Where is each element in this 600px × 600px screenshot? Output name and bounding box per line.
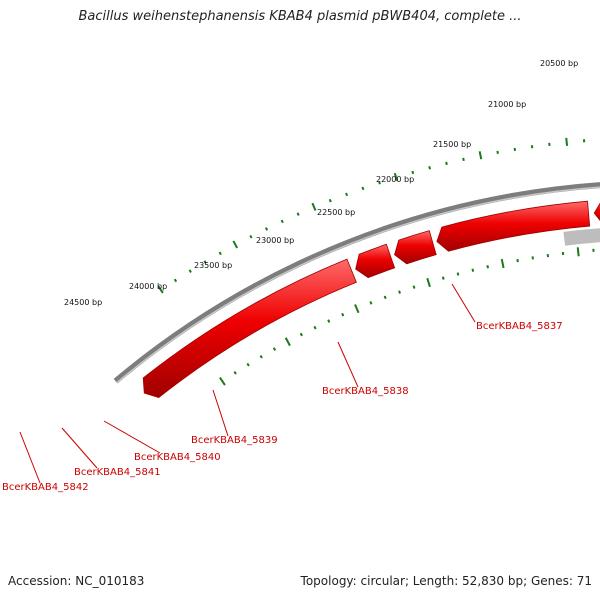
inner-minor-tick bbox=[456, 272, 460, 276]
minor-tick bbox=[462, 157, 465, 162]
tick-label: 23000 bp bbox=[256, 236, 294, 245]
gene-arrow-BcerKBAB4_5838[interactable] bbox=[593, 198, 600, 225]
major-tick bbox=[311, 202, 317, 211]
gene-arrow-BcerKBAB4_5839[interactable] bbox=[436, 200, 591, 252]
inner-minor-tick bbox=[486, 265, 490, 269]
inner-major-tick bbox=[576, 247, 580, 257]
tick-label: 21500 bp bbox=[433, 140, 471, 149]
tick-label: 24000 bp bbox=[129, 282, 167, 291]
major-tick bbox=[232, 240, 239, 249]
gene-label[interactable]: BcerKBAB4_5840 bbox=[134, 452, 221, 463]
map-title: Bacillus weihenstephanensis KBAB4 plasmi… bbox=[78, 9, 522, 24]
gene-arrow-BcerKBAB4_5840[interactable] bbox=[394, 230, 437, 265]
inner-minor-tick bbox=[246, 362, 250, 367]
gene-leader-line bbox=[19, 431, 41, 484]
inner-major-tick bbox=[500, 258, 505, 269]
track-light-band bbox=[563, 228, 600, 246]
gene-leader-line bbox=[103, 420, 161, 454]
gene-labels: BcerKBAB4_5837 BcerKBAB4_5838 BcerKBAB4_58… bbox=[2, 283, 563, 493]
inner-major-tick bbox=[426, 277, 431, 288]
tick-label: 21000 bp bbox=[488, 100, 526, 109]
gene-label[interactable]: BcerKBAB4_5841 bbox=[74, 467, 161, 478]
tick-label: 22500 bp bbox=[317, 208, 355, 217]
inner-minor-tick bbox=[341, 312, 345, 317]
summary-text: Topology: circular; Length: 52,830 bp; G… bbox=[300, 574, 592, 588]
inner-minor-tick bbox=[272, 347, 277, 351]
minor-tick bbox=[203, 260, 207, 264]
tick-label: 22000 bp bbox=[376, 175, 414, 184]
minor-tick bbox=[361, 186, 365, 191]
minor-tick bbox=[496, 150, 499, 155]
gene-arrow-BcerKBAB4_5842[interactable] bbox=[142, 258, 357, 399]
gene-leader-line bbox=[451, 283, 476, 323]
minor-tick bbox=[296, 212, 300, 216]
inner-tick-ring bbox=[219, 247, 595, 386]
inner-minor-tick bbox=[383, 295, 387, 300]
inner-minor-tick bbox=[299, 332, 303, 337]
gene-label[interactable]: BcerKBAB4_5839 bbox=[191, 435, 278, 446]
secondary-tracks bbox=[563, 228, 600, 246]
gene-label[interactable]: BcerKBAB4_5837 bbox=[476, 321, 563, 332]
inner-minor-tick bbox=[259, 354, 263, 359]
inner-minor-tick bbox=[516, 258, 519, 263]
gene-label[interactable]: BcerKBAB4_5838 bbox=[322, 386, 409, 397]
minor-tick bbox=[218, 251, 222, 256]
minor-tick bbox=[345, 192, 349, 197]
major-tick bbox=[393, 172, 399, 182]
minor-tick bbox=[428, 166, 431, 170]
minor-tick bbox=[280, 219, 284, 224]
minor-tick bbox=[264, 227, 269, 231]
inner-major-tick bbox=[284, 337, 291, 347]
inner-minor-tick bbox=[313, 325, 317, 330]
minor-tick bbox=[173, 278, 178, 283]
gene-leader-line bbox=[337, 341, 359, 388]
inner-minor-tick bbox=[398, 290, 402, 294]
gene-arrows bbox=[142, 198, 600, 399]
backbone-highlight bbox=[116, 186, 600, 384]
inner-minor-tick bbox=[233, 371, 237, 375]
gene-label[interactable]: BcerKBAB4_5842 bbox=[2, 482, 89, 493]
inner-major-tick bbox=[219, 376, 226, 386]
gene-arrow-BcerKBAB4_5841[interactable] bbox=[355, 243, 396, 279]
major-tick bbox=[478, 151, 483, 160]
tick-label: 20500 bp bbox=[540, 59, 578, 68]
inner-minor-tick bbox=[369, 301, 373, 305]
gene-leader-line bbox=[212, 389, 229, 437]
accession-text: Accession: NC_010183 bbox=[8, 574, 145, 588]
minor-tick bbox=[445, 161, 448, 166]
minor-tick bbox=[378, 180, 381, 185]
inner-minor-tick bbox=[471, 268, 475, 272]
tick-labels: 20500 bp 21000 bp 21500 bp 22000 bp 22500 bp… bbox=[64, 59, 578, 307]
backbone-arc bbox=[113, 182, 600, 384]
inner-minor-tick bbox=[441, 276, 445, 280]
minor-tick bbox=[249, 234, 253, 239]
major-tick bbox=[157, 285, 164, 294]
backbone-arc bbox=[113, 182, 600, 384]
gene-leader-line bbox=[61, 427, 98, 469]
inner-minor-tick bbox=[412, 285, 416, 289]
tick-label: 24500 bp bbox=[64, 298, 102, 307]
tick-label: 23500 bp bbox=[194, 261, 232, 270]
outer-tick-ring bbox=[157, 137, 586, 294]
minor-tick bbox=[188, 269, 192, 273]
major-tick bbox=[565, 137, 569, 146]
minor-tick bbox=[328, 198, 332, 203]
inner-minor-tick bbox=[327, 319, 331, 323]
inner-major-tick bbox=[354, 304, 360, 314]
minor-tick bbox=[411, 170, 415, 175]
